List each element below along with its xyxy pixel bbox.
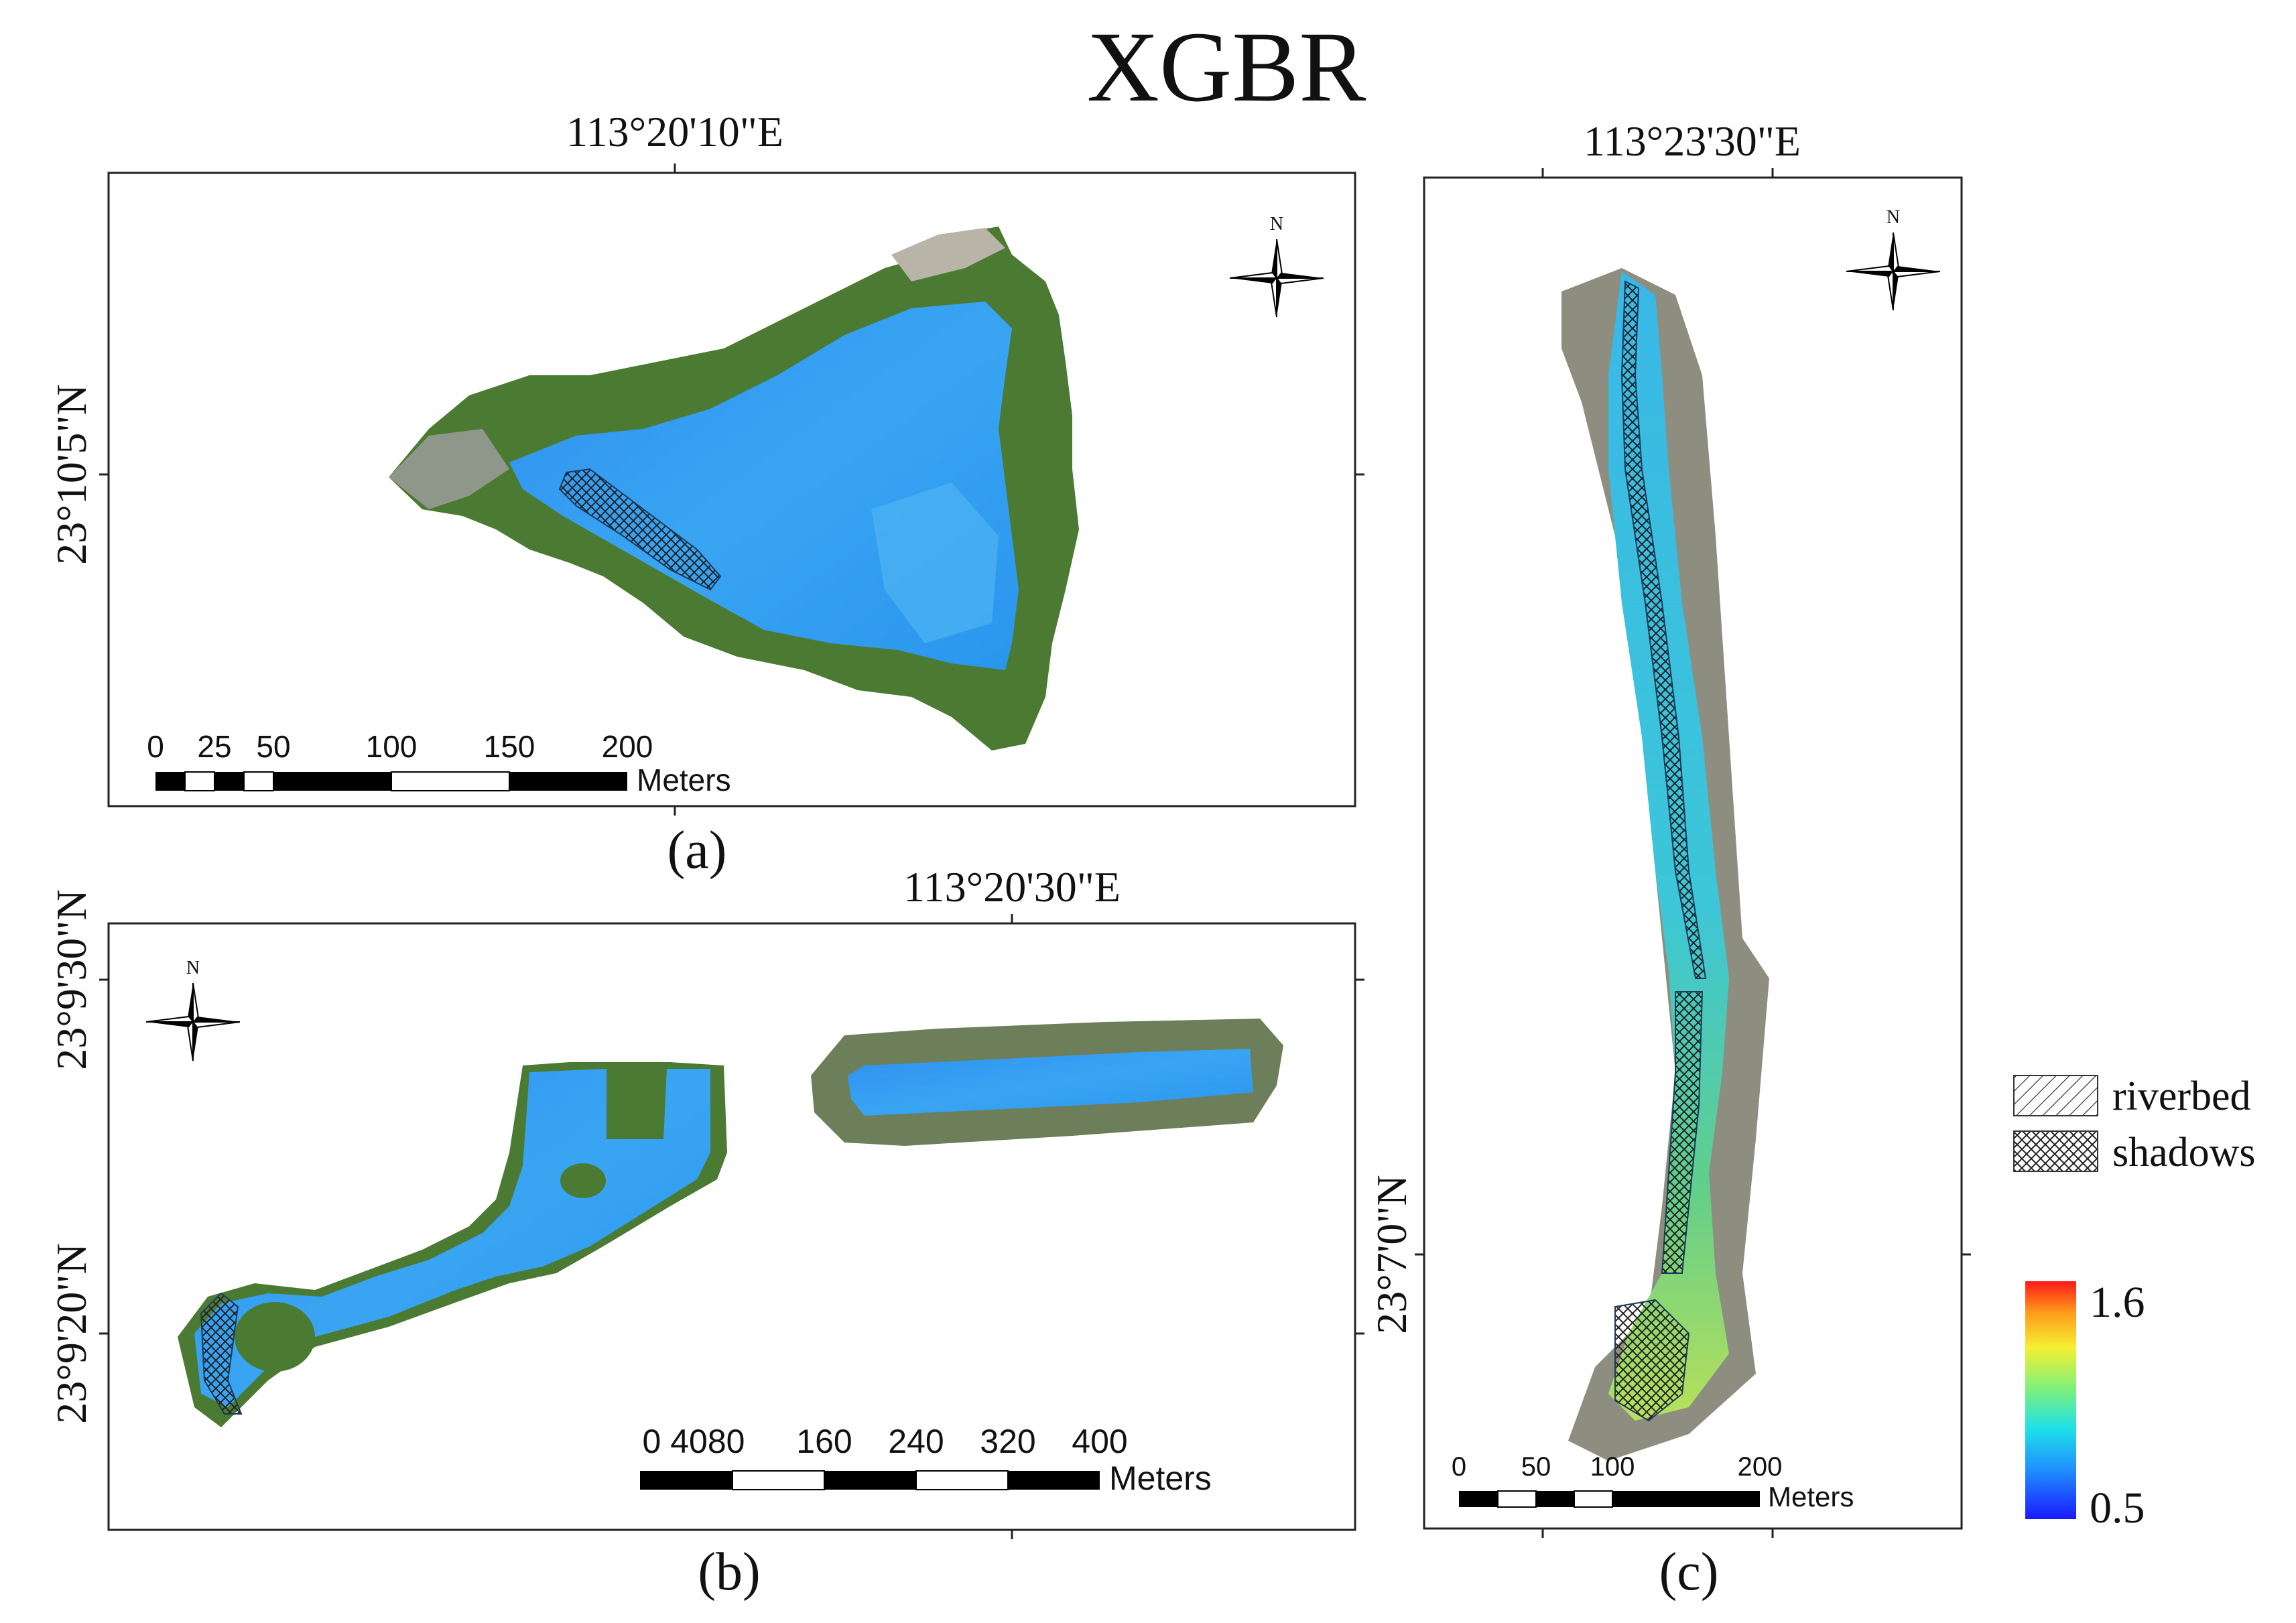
panel-a-scale-tick-2: 50 — [256, 729, 290, 764]
panel-b-scale-tick-0: 0 4080 — [643, 1423, 745, 1460]
panel-a-scale-tick-5: 200 — [602, 729, 653, 764]
panel-b-longitude-label: 113°20'30"E — [903, 863, 1121, 911]
panel-a-scale-unit: Meters — [637, 763, 731, 797]
panel-a-latitude-label: 23°10'5"N — [48, 384, 95, 564]
panel-b-left-water — [194, 1069, 710, 1407]
panel-c-scale-tick-0: 0 — [1452, 1452, 1466, 1482]
panel-c-scale-tick-2: 100 — [1590, 1452, 1635, 1482]
legend-shadows-label: shadows — [2112, 1130, 2256, 1175]
panel-a-caption: (a) — [667, 821, 727, 880]
panel-a-road-left — [389, 429, 509, 509]
panel-a-longitude-label: 113°20'10"E — [566, 108, 783, 155]
panel-a-north-label: N — [1270, 214, 1283, 235]
legend-riverbed-label: riverbed — [2112, 1074, 2251, 1119]
panel-c-shadow-hatch-2 — [1661, 991, 1704, 1274]
panel-b-north-arrow: N — [145, 958, 241, 1061]
panel-c-scale-bar: 0 50 100 200 Meters — [1452, 1452, 1854, 1512]
panel-c-caption: (c) — [1659, 1543, 1719, 1602]
panel-c-north-label: N — [1887, 207, 1900, 228]
panel-b-island-small — [560, 1163, 606, 1198]
panel-b-scale-tick-1: 160 — [796, 1423, 852, 1460]
legend-shadows-swatch — [2013, 1130, 2098, 1172]
panel-a-scale-tick-0: 0 — [147, 729, 164, 764]
panel-b-scale-tick-4: 400 — [1072, 1423, 1127, 1460]
panel-b-latitude-label-top: 23°9'30"N — [48, 889, 95, 1069]
panel-c-scale-unit: Meters — [1768, 1481, 1854, 1512]
panel-b-scale-tick-2: 240 — [888, 1423, 944, 1460]
panel-c-north-arrow: N — [1846, 207, 1941, 311]
panel-a-scale-tick-1: 25 — [197, 729, 231, 764]
panel-b-left-shadow-hatch — [200, 1292, 243, 1415]
legend-riverbed-swatch — [2013, 1075, 2098, 1116]
panel-c-shadow-hatch-1 — [1620, 280, 1707, 979]
panel-a-north-arrow: N — [1229, 214, 1324, 318]
panel-a-scale-bar: 0 25 50 100 150 200 Meters — [147, 729, 730, 797]
panel-c-latitude-label: 23°7'0"N — [1368, 1175, 1415, 1334]
panel-b: 113°20'30"E 23°9'30"N 23°9'20"N N 0 4080 — [48, 863, 1364, 1602]
panel-c: 113°23'30"E 23°7'0"N N 0 50 100 200 — [1368, 117, 1971, 1602]
panel-b-scale-tick-3: 320 — [980, 1423, 1035, 1460]
panel-b-island-large — [235, 1302, 315, 1372]
panel-a: 113°20'10"E 23°10'5"N N 0 25 — [48, 108, 1364, 880]
panel-a-roof-area — [891, 228, 1005, 281]
legend: riverbed shadows 1.6 0.5 — [2013, 1074, 2256, 1533]
panel-c-longitude-label: 113°23'30"E — [1584, 117, 1801, 165]
colorbar — [2025, 1281, 2076, 1519]
panel-b-latitude-label-bottom: 23°9'20"N — [48, 1243, 95, 1423]
panel-a-shadow-hatch — [558, 468, 722, 591]
panel-b-scale-unit: Meters — [1109, 1459, 1212, 1497]
panel-a-scale-tick-4: 150 — [484, 729, 535, 764]
panel-c-shadow-hatch-3 — [1614, 1299, 1690, 1422]
colorbar-max-label: 1.6 — [2090, 1278, 2145, 1327]
colorbar-min-label: 0.5 — [2090, 1484, 2145, 1533]
panel-b-north-label: N — [186, 958, 200, 978]
panel-c-scale-tick-1: 50 — [1521, 1452, 1551, 1482]
panel-c-scale-tick-3: 200 — [1738, 1452, 1783, 1482]
figure-title: XGBR — [1087, 11, 1366, 123]
panel-b-scale-bar: 0 4080 160 240 320 400 Meters — [640, 1423, 1212, 1497]
panel-b-right-water — [848, 1049, 1253, 1116]
panel-a-scale-tick-3: 100 — [366, 729, 418, 764]
panel-b-caption: (b) — [698, 1543, 760, 1602]
